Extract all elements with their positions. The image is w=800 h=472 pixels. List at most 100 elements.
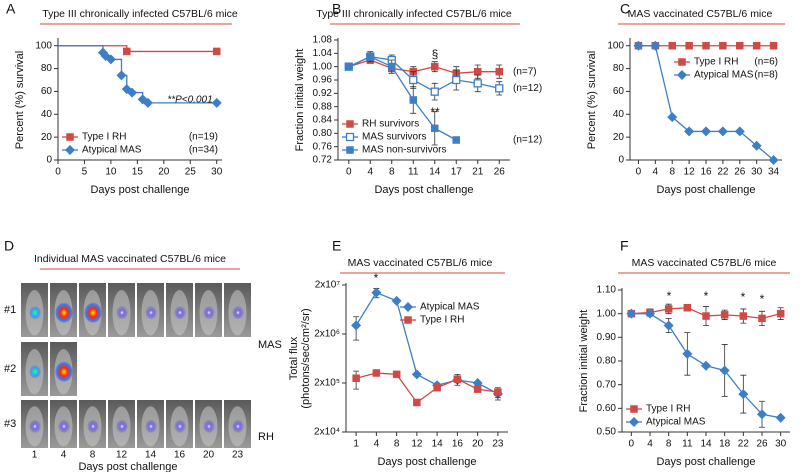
marker [392,370,401,379]
y-tick-label: 0.80 [313,128,333,139]
marker [211,97,222,108]
legend-n: (n=6) [754,57,778,68]
marker [431,62,439,71]
y-tick-label: 2x10⁶ [314,329,340,340]
annotation: **P<0.001 [167,95,212,106]
marker [391,295,402,306]
x-axis-label: Days post challenge [78,461,177,472]
x-tick-label: 12 [411,439,423,450]
legend-label: MAS survivors [362,132,426,143]
marker [473,385,482,393]
signal [145,305,157,320]
marker [123,47,131,56]
y-tick-label: 0 [46,155,52,166]
x-tick-label: 11 [408,167,419,178]
marker [494,388,502,396]
x-tick-label: 14 [700,439,712,450]
marker [473,79,482,88]
y-tick-label: 0.60 [597,403,617,414]
y-tick-label: 100 [35,40,52,51]
x-tick-label: 4 [374,439,380,450]
x-tick-label: 26 [734,167,746,178]
annotation: * [741,290,746,304]
signal [55,302,73,324]
y-tick-label: 1.00 [597,308,617,319]
signal [145,419,157,434]
legend-marker [65,145,75,155]
marker [685,41,693,50]
y-tick-label: 0.92 [313,88,333,99]
series-line [58,45,217,53]
x-tick-label: 5 [82,167,88,178]
signal [203,305,215,320]
row-label: #2 [4,363,16,375]
marker [345,62,353,71]
group-label: RH [258,431,274,443]
marker [474,67,482,76]
marker [667,112,678,123]
marker [775,412,786,423]
y-tick-label: 0.50 [597,427,617,438]
chart-title: MAS vaccinated C57BL/6 mice [628,8,773,20]
panel-letter: A [6,1,16,17]
marker [409,75,418,85]
x-tick-label: 30 [751,167,763,178]
legend-label: RH survivors [362,119,419,130]
x-tick-label: 18 [719,439,731,450]
annotation: * [374,271,379,285]
panel-letter: D [4,238,14,254]
marker [105,54,116,65]
x-tick-label: 20 [472,439,484,450]
marker [645,308,655,319]
chart-title: MAS vaccinated C57BL/6 mice [632,257,777,269]
y-tick-label: 0.96 [313,75,333,86]
day-label: 8 [90,450,96,461]
signal [29,364,41,379]
row-label: #3 [4,418,16,430]
end-label: (n=12) [513,135,542,146]
x-tick-label: 20 [158,167,170,178]
marker [388,62,396,71]
marker [142,97,153,108]
y-tick-label: 40 [613,109,625,120]
marker [433,383,441,392]
y-tick-label: 80 [41,63,53,74]
legend-label: Atypical MAS [82,145,142,156]
marker [768,155,779,165]
x-tick-label: 8 [669,167,675,178]
marker [734,126,745,137]
legend-label: Atypical MAS [420,302,480,313]
x-tick-label: 14 [429,167,441,178]
marker [717,126,728,137]
end-label: (n=12) [513,83,542,94]
y-tick-label: 20 [613,132,625,143]
y-axis-label: Total flux [288,336,300,380]
legend-label: Type I RH [646,404,690,415]
legend-marker [629,417,639,427]
y-tick-label: 0 [618,155,624,166]
x-tick-label: 16 [452,439,464,450]
marker [430,87,439,96]
marker [701,360,711,371]
x-tick-label: 30 [775,439,787,450]
panel-title: Individual MAS vaccinated C57BL/6 mice [34,253,226,265]
signal [58,419,70,434]
y-tick-label: 100 [607,40,624,51]
x-tick-label: 22 [717,167,729,178]
day-label: 14 [145,450,157,461]
marker [495,67,503,76]
y-axis-label: Fraction initial weight [294,49,306,152]
legend-marker [677,70,687,80]
row-label: #1 [4,304,16,316]
day-label: 20 [203,450,215,461]
x-tick-label: 4 [367,167,373,178]
signal [116,419,128,434]
legend-label: Type I RH [82,132,126,143]
marker [633,40,644,51]
marker [720,311,729,319]
legend-marker [678,58,686,66]
y-tick-label: 0.88 [313,101,333,112]
marker [682,348,693,359]
